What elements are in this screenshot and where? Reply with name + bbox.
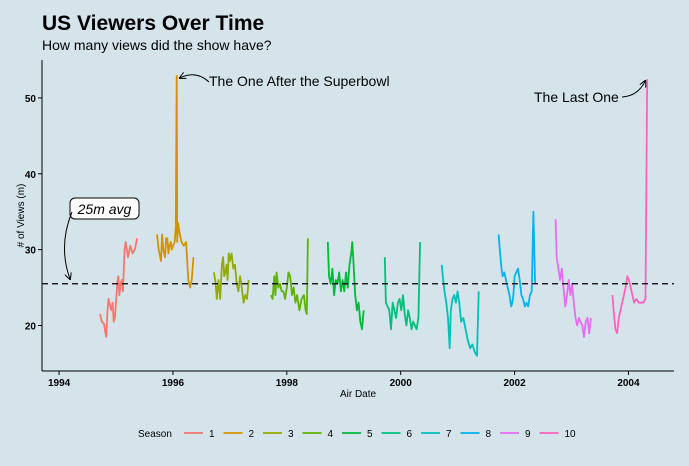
- series-line-season-9: [554, 219, 592, 338]
- legend-label-season-8: 8: [486, 429, 492, 440]
- legend-label-season-2: 2: [249, 429, 255, 440]
- series-line-season-5: [326, 241, 365, 331]
- y-tick-label: 50: [25, 94, 37, 105]
- x-tick-label: 1998: [276, 378, 299, 389]
- annotation-last-one: The Last One: [534, 89, 619, 105]
- series-line-season-4: [270, 238, 309, 315]
- annotation-superbowl: The One After the Superbowl: [209, 73, 390, 89]
- legend-title: Season: [138, 429, 172, 440]
- last-one-arrow: [621, 81, 645, 98]
- series-line-season-2: [156, 75, 195, 289]
- chart-subtitle: How many views did the show have?: [42, 37, 272, 53]
- x-axis-label: Air Date: [340, 389, 377, 400]
- legend-label-season-9: 9: [525, 429, 531, 440]
- legend-label-season-3: 3: [288, 429, 294, 440]
- y-axis-label: # of Views (m): [16, 184, 27, 248]
- legend-label-season-10: 10: [565, 429, 577, 440]
- chart-title: US Viewers Over Time: [42, 12, 265, 35]
- legend-label-season-1: 1: [209, 429, 215, 440]
- avg-arrow: [63, 211, 73, 279]
- legend-label-season-4: 4: [328, 429, 334, 440]
- series-line-season-7: [440, 264, 480, 357]
- superbowl-arrow: [180, 75, 210, 83]
- y-tick-label: 20: [25, 321, 37, 332]
- y-tick-label: 40: [25, 170, 37, 181]
- y-tick-label: 30: [25, 246, 37, 257]
- x-tick-label: 1996: [162, 378, 185, 389]
- series-line-season-8: [497, 210, 536, 308]
- series-line-season-10: [611, 78, 649, 334]
- series-line-season-1: [99, 238, 138, 338]
- series-line-season-3: [213, 252, 250, 304]
- series-line-season-6: [383, 241, 421, 331]
- legend-label-season-6: 6: [407, 429, 413, 440]
- x-tick-label: 2004: [617, 378, 640, 389]
- avg-label: 25m avg: [77, 201, 132, 217]
- legend-label-season-7: 7: [446, 429, 452, 440]
- x-tick-label: 2000: [390, 378, 413, 389]
- legend-label-season-5: 5: [367, 429, 373, 440]
- x-tick-label: 2002: [503, 378, 526, 389]
- x-tick-label: 1994: [48, 378, 71, 389]
- avg-label-box: [69, 197, 140, 220]
